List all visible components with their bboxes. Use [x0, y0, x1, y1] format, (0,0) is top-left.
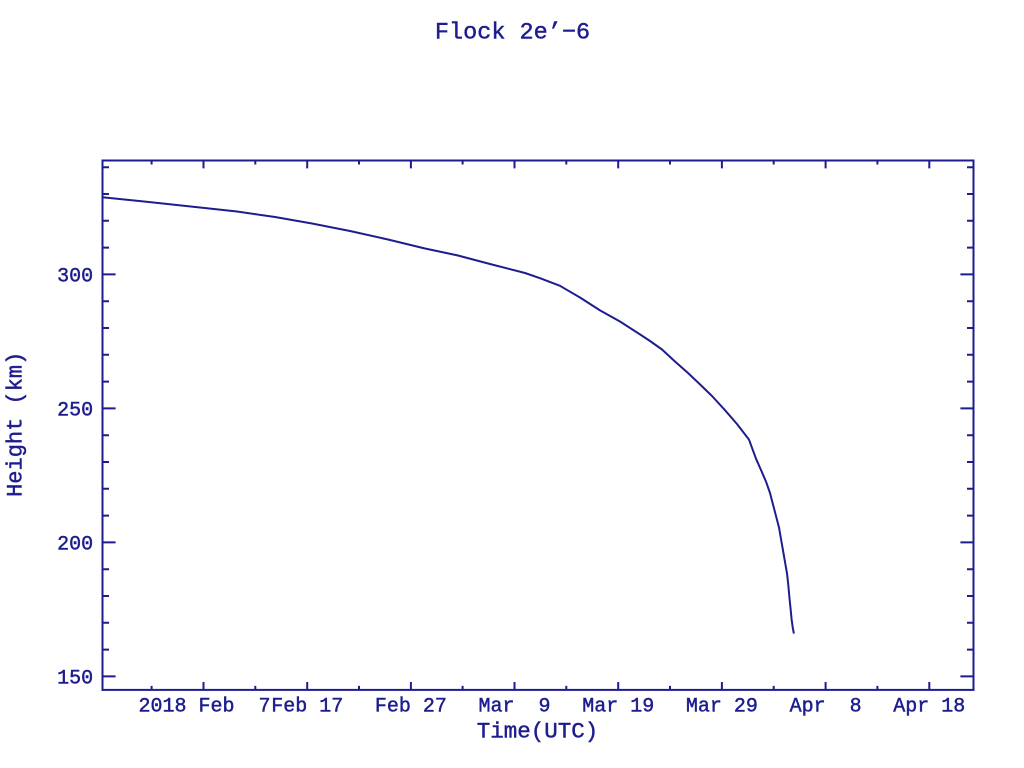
svg-text:Feb 17: Feb 17: [271, 695, 343, 718]
svg-text:2018 Feb 7: 2018 Feb 7: [138, 695, 270, 718]
svg-text:300: 300: [57, 265, 93, 288]
svg-text:Height (km): Height (km): [4, 352, 29, 497]
svg-text:200: 200: [57, 533, 93, 556]
svg-text:Mar 9: Mar 9: [478, 695, 550, 718]
svg-text:Mar 19: Mar 19: [582, 695, 654, 718]
svg-text:Flock 2e’−6: Flock 2e’−6: [435, 20, 590, 47]
svg-text:Apr 8: Apr 8: [790, 695, 862, 718]
svg-text:Apr 18: Apr 18: [893, 695, 965, 718]
svg-text:250: 250: [57, 399, 93, 422]
svg-text:Time(UTC): Time(UTC): [477, 719, 599, 745]
svg-text:Feb 27: Feb 27: [375, 695, 447, 718]
svg-text:Mar 29: Mar 29: [686, 695, 758, 718]
svg-text:150: 150: [57, 667, 93, 690]
